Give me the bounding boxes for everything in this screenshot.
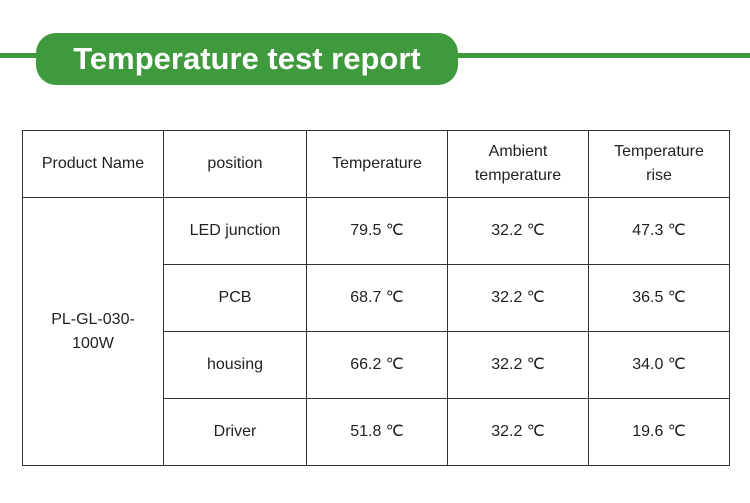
value-cell: 51.8 ℃ [306,398,448,466]
value-cell: 66.2 ℃ [306,331,448,399]
value-cell: 79.5 ℃ [306,197,448,265]
value-cell: 32.2 ℃ [447,197,589,265]
header-title: Temperature test report [36,33,458,85]
position-cell: housing [163,331,307,399]
value-cell: 19.6 ℃ [588,398,730,466]
product-cell: PL-GL-030-100W [22,197,164,466]
report-table: Product Name position Temperature Ambien… [22,130,730,466]
table-row: Driver 51.8 ℃ 32.2 ℃ 19.6 ℃ [23,398,730,466]
table-row: PCB 68.7 ℃ 32.2 ℃ 36.5 ℃ [23,264,730,332]
table-row: PL-GL-030-100W LED junction 79.5 ℃ 32.2 ℃ 47… [22,197,730,466]
value-cell: 32.2 ℃ [447,398,589,466]
column-header: Product Name [22,130,164,198]
value-cell: 34.0 ℃ [588,331,730,399]
value-cell: 36.5 ℃ [588,264,730,332]
column-header: position [163,130,307,198]
value-cell: 32.2 ℃ [447,331,589,399]
product-name: PL-GL-030-100W [51,310,135,352]
column-header-text: Ambient temperature [474,143,562,184]
header-row: Product Name position Temperature Ambien… [22,130,730,198]
table-row: housing 66.2 ℃ 32.2 ℃ 34.0 ℃ [23,331,730,399]
column-header-text: Temperature rise [614,143,704,184]
position-cell: LED junction [163,197,307,265]
value-cell: 47.3 ℃ [588,197,730,265]
column-header: Temperature [306,130,448,198]
column-header: Ambient temperature [447,130,589,198]
position-cell: PCB [163,264,307,332]
table-body: Product Name position Temperature Ambien… [22,130,730,466]
value-cell: 68.7 ℃ [306,264,448,332]
position-cell: Driver [163,398,307,466]
column-header: Temperature rise [588,130,730,198]
value-cell: 32.2 ℃ [447,264,589,332]
